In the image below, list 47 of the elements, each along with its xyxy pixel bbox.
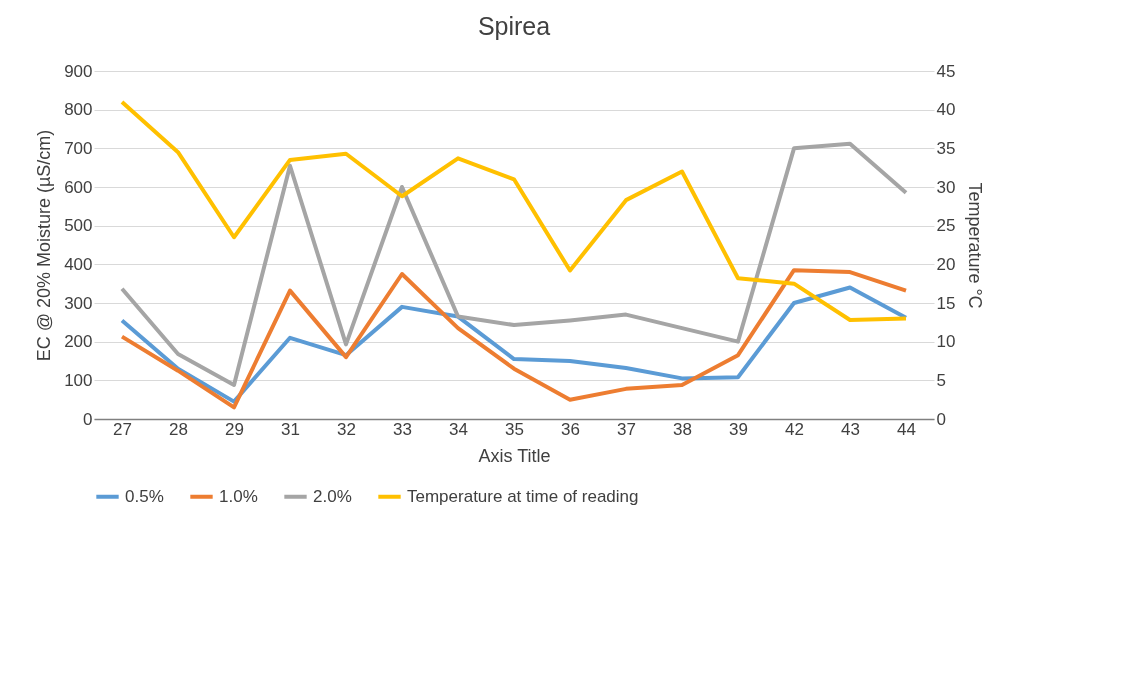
y2-tick-label: 0	[936, 409, 946, 429]
x-tick-label: 42	[785, 419, 804, 439]
y-tick-label: 400	[64, 254, 93, 274]
y-tick-label: 200	[64, 332, 93, 352]
x-tick-label: 29	[225, 419, 244, 439]
line-series	[120, 141, 908, 387]
y2-axis-title: Temperature °C	[965, 182, 986, 309]
x-tick-label: 39	[729, 419, 748, 439]
line-series	[120, 268, 908, 410]
y-tick-label: 700	[64, 138, 93, 158]
y2-tick-label: 35	[936, 138, 956, 158]
x-tick-label: 38	[673, 419, 692, 439]
y2-tick-label: 20	[936, 254, 956, 274]
y2-tick-label: 15	[936, 293, 956, 313]
line-series	[120, 285, 908, 404]
y-tick-label: 100	[64, 370, 93, 390]
legend-label: Temperature at time of reading	[407, 486, 639, 506]
x-tick-label: 36	[561, 419, 580, 439]
x-tick-label: 31	[281, 419, 300, 439]
y2-tick-label: 10	[936, 332, 956, 352]
y-tick-label: 300	[64, 293, 93, 313]
y2-tick-label: 45	[936, 61, 956, 81]
x-tick-label: 28	[169, 419, 188, 439]
y-tick-label: 500	[64, 216, 93, 236]
y-tick-label: 900	[64, 61, 93, 81]
y2-tick-label: 40	[936, 100, 956, 120]
line-series	[120, 99, 908, 323]
x-tick-label: 33	[393, 419, 412, 439]
y2-tick-label: 25	[936, 216, 956, 236]
x-tick-label: 27	[113, 419, 132, 439]
y2-tick-label: 30	[936, 177, 956, 197]
y-tick-label: 600	[64, 177, 93, 197]
y-tick-label: 0	[83, 409, 93, 429]
x-tick-label: 34	[449, 419, 468, 439]
y2-tick-label: 5	[936, 370, 946, 390]
x-tick-label: 35	[505, 419, 524, 439]
legend-label: 1.0%	[219, 486, 258, 506]
y-axis-title: EC @ 20% Moisture (µS/cm)	[34, 129, 55, 362]
legend-label: 2.0%	[313, 486, 352, 506]
y-tick-label: 800	[64, 100, 93, 120]
x-axis-title: Axis Title	[478, 445, 551, 466]
legend-label: 0.5%	[125, 486, 164, 506]
x-tick-label: 32	[337, 419, 356, 439]
x-tick-label: 44	[897, 419, 916, 439]
x-tick-label: 37	[617, 419, 636, 439]
chart-title: Spirea	[477, 12, 551, 40]
x-tick-label: 43	[841, 419, 860, 439]
